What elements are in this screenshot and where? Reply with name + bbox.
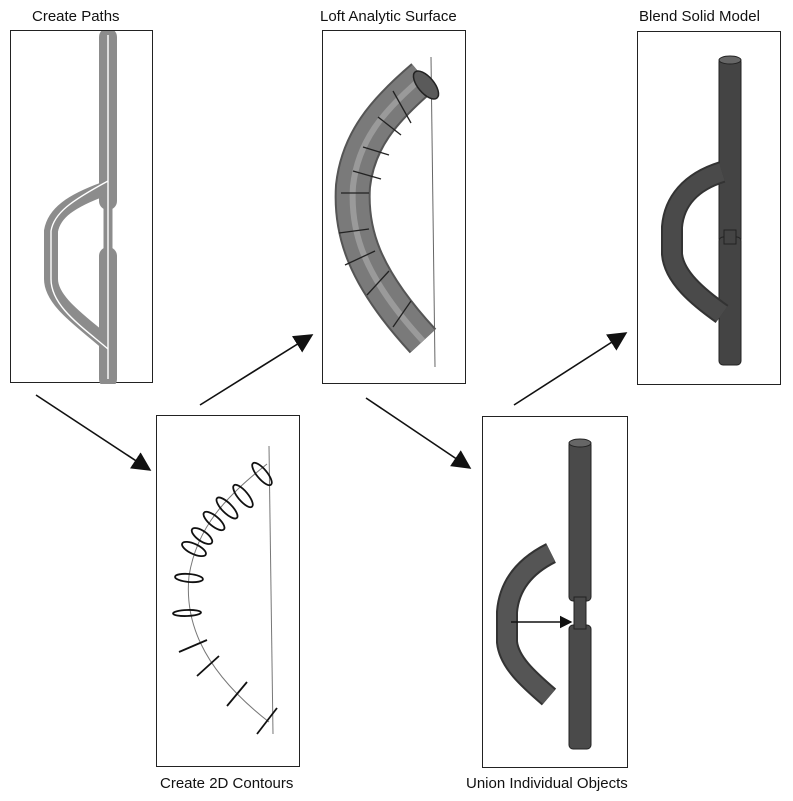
arrow-contours-to-loft [199,334,314,406]
union-illustration [496,438,592,750]
reference-line [430,56,436,368]
stenosis-solid [573,596,587,630]
blend-top-cap [718,55,742,65]
panel-union-objects [482,416,628,768]
arrow-union-to-blend [513,332,628,406]
contour-ring-10 [196,655,220,677]
contour-ring-4 [202,510,226,532]
label-blend-model: Blend Solid Model [639,8,760,25]
straight-path-line [268,445,274,735]
contour-ring-1 [251,461,273,487]
panel-create-paths [10,30,153,384]
paths-illustration [44,31,117,384]
label-create-paths: Create Paths [32,8,120,25]
contour-ring-12 [256,707,278,735]
contour-ring-2 [232,483,254,509]
panel-blend-model [637,31,781,385]
loft-end-cap [412,70,440,100]
label-loft-surface: Loft Analytic Surface [320,8,457,25]
contour-ring-11 [226,681,248,707]
blend-stenosis [723,229,737,245]
contours-illustration [172,445,278,735]
label-union-objects: Union Individual Objects [466,775,628,792]
blend-illustration [661,55,742,366]
curved-path-line [187,463,270,723]
centerline-branch [50,180,109,350]
top-cap [568,438,592,448]
contour-ring-7 [174,572,204,584]
lofted-surface-highlight [349,74,426,344]
contour-ring-6 [181,540,207,558]
contour-ring-8 [172,609,202,617]
contour-ring-9 [178,639,208,653]
panel-loft-surface [322,30,466,384]
panel-create-contours [156,415,300,767]
loft-illustration [334,56,440,368]
arrow-paths-to-contours [35,394,152,471]
arrow-loft-to-union [365,397,472,469]
contour-ring-5 [190,527,214,545]
label-create-contours: Create 2D Contours [160,775,294,792]
contour-ring-3 [215,496,239,520]
